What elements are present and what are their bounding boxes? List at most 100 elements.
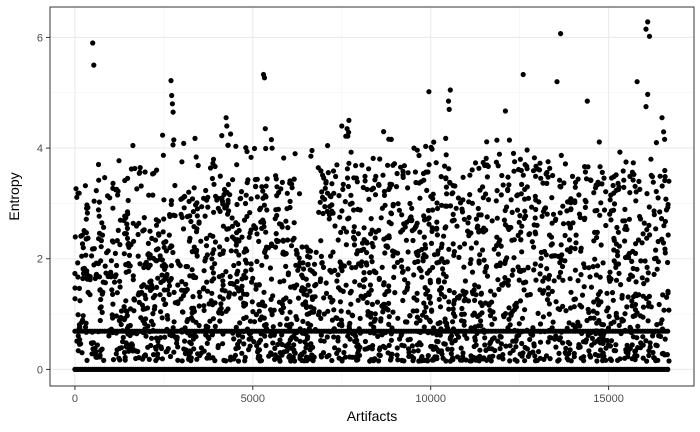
data-point [301,291,307,297]
data-point [407,200,413,207]
data-point [611,237,617,243]
data-point [238,189,245,195]
data-point [153,217,159,223]
data-point [444,191,450,197]
data-point [248,196,254,202]
data-point [522,307,528,313]
data-point [477,300,484,306]
data-point [189,249,195,255]
data-point [182,338,188,344]
data-point [595,291,602,297]
data-point [457,357,464,363]
data-point [288,243,295,249]
data-point [427,280,433,286]
data-point [344,175,351,181]
data-point [585,164,591,170]
data-point [296,255,302,261]
data-point [206,335,212,342]
data-point [338,308,344,314]
data-point [76,326,82,332]
y-tick-label: 2 [37,254,43,266]
data-point [380,330,386,336]
data-point [118,314,124,321]
data-point [231,336,237,342]
data-point [453,205,459,211]
data-point [284,206,290,212]
data-point [348,192,354,198]
data-point [411,145,417,151]
data-point [604,337,610,344]
data-point [529,204,535,210]
data-point [297,260,303,266]
data-point [196,303,202,309]
data-point [520,172,526,178]
data-point [143,333,149,339]
data-point [643,338,649,344]
data-point [640,334,646,340]
data-point [305,282,311,288]
data-point [597,164,603,170]
data-point [497,260,503,266]
data-point [255,347,261,354]
data-point [163,239,169,245]
data-point [616,322,622,328]
data-point [581,284,587,290]
data-point [325,308,331,314]
data-point [89,253,95,259]
data-point [395,201,401,207]
data-point [259,262,265,268]
data-point [417,229,423,235]
data-point [236,260,242,266]
data-point [185,316,191,323]
data-point [84,210,90,216]
data-point [412,169,418,175]
data-point [241,315,247,322]
data-point [272,216,278,222]
data-point [653,358,659,364]
data-point [506,182,512,188]
data-point [625,354,631,360]
data-point [386,288,392,294]
data-point [320,210,326,217]
data-point [159,315,165,321]
data-point [472,335,478,341]
data-point [257,207,263,213]
data-point [518,237,524,243]
data-point [488,288,494,294]
data-point [293,247,299,253]
data-point [339,123,345,129]
data-point [223,115,229,121]
data-point [357,344,363,350]
data-point [327,193,333,199]
data-point [647,340,653,346]
data-point [545,291,552,297]
data-point [546,272,553,279]
data-point [385,350,391,356]
data-point [281,155,287,161]
data-point [371,330,377,336]
data-point [159,272,165,278]
data-point [153,222,160,228]
data-point [404,284,411,290]
data-point [256,238,262,244]
data-point [520,280,527,286]
data-point [186,189,192,195]
data-point [76,341,83,347]
data-point [163,274,169,280]
data-point [564,325,570,331]
data-point [372,269,378,275]
data-point [352,279,358,285]
data-point [429,225,435,231]
data-point [504,255,510,261]
data-point [168,198,175,204]
data-point [532,261,538,267]
data-point [450,319,456,325]
data-point [110,301,116,307]
data-point [620,218,626,224]
data-point [175,357,181,363]
data-point [497,237,503,243]
data-point [217,294,223,300]
data-point [658,333,664,339]
data-point [524,327,530,333]
data-point [159,257,165,263]
